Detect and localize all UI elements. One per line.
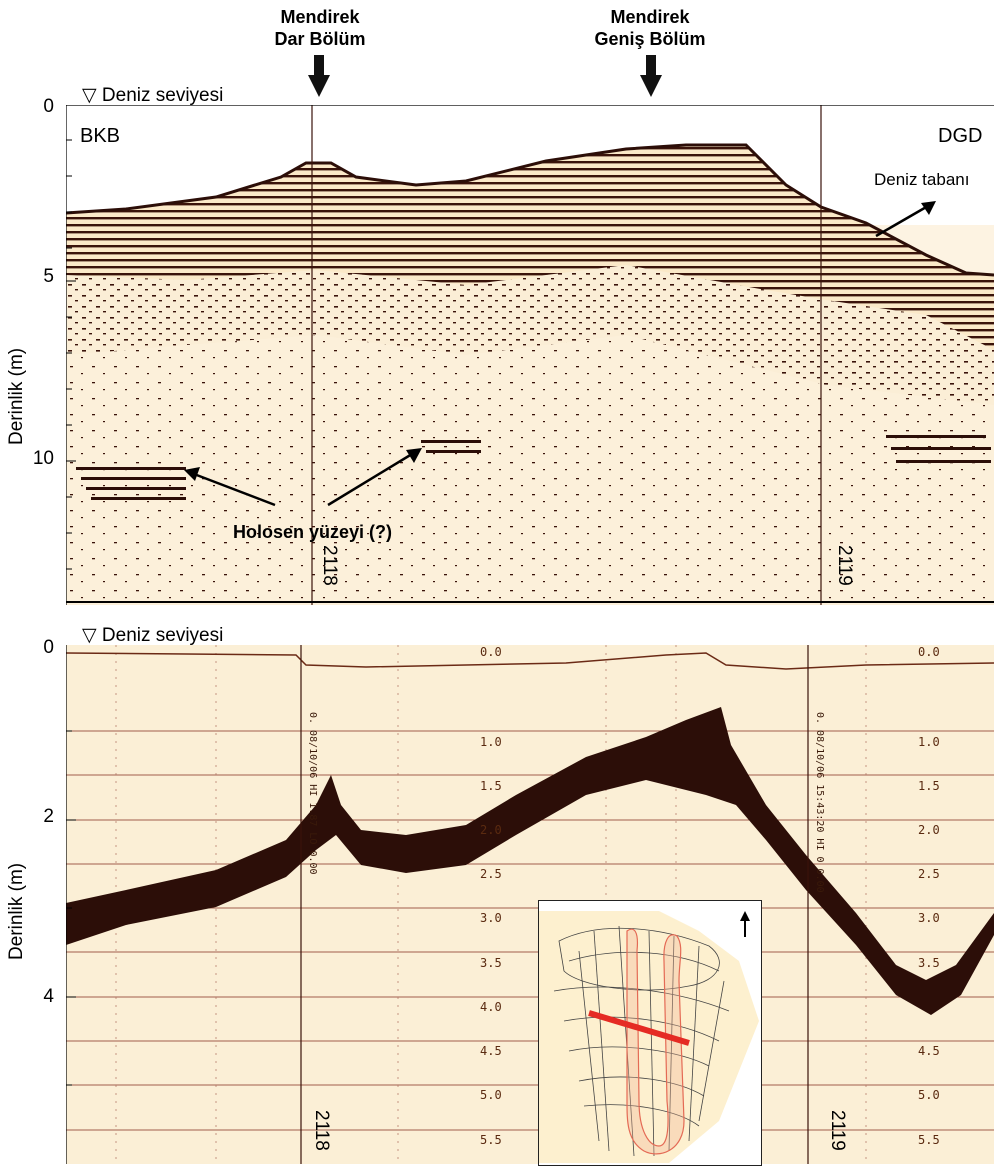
track-map-image bbox=[539, 911, 759, 1163]
bottom-echosounder-panel bbox=[66, 645, 994, 1164]
bottom-sea-level-text: Deniz seviyesi bbox=[101, 625, 224, 646]
top-y-tick-10: 10 bbox=[32, 448, 54, 469]
bottom-sea-level-label: ▽ Deniz seviyesi bbox=[82, 624, 223, 647]
bottom-y-tick-2: 2 bbox=[43, 806, 54, 827]
scale-label: 5.5 bbox=[918, 1133, 940, 1147]
echosounder-record-image bbox=[66, 645, 994, 1164]
scale-label: 4.0 bbox=[480, 1000, 502, 1014]
triangle-icon: ▽ bbox=[82, 85, 97, 106]
triangle-icon: ▽ bbox=[82, 625, 97, 646]
bottom-line-id-2118: 2118 bbox=[311, 1110, 332, 1151]
direction-right-label: DGD bbox=[938, 125, 983, 147]
scale-label: 4.5 bbox=[918, 1044, 940, 1058]
paper-text-left: 0. 08/10/06 HI 1.87 LO 0.00 bbox=[307, 712, 318, 875]
header-wide-section: Mendirek Geniş Bölüm bbox=[580, 6, 720, 50]
top-y-axis-label: Derinlik (m) bbox=[6, 347, 27, 445]
arrow-down-icon bbox=[308, 55, 330, 97]
scale-label: 1.0 bbox=[918, 735, 940, 749]
direction-left-label: BKB bbox=[80, 125, 121, 147]
bottom-line-id-2119: 2119 bbox=[827, 1110, 848, 1151]
north-arrow-icon bbox=[740, 911, 750, 937]
arrow-down-icon bbox=[640, 55, 662, 97]
scale-label: 5.0 bbox=[480, 1088, 502, 1102]
scale-label: 3.0 bbox=[918, 911, 940, 925]
top-y-tick-5: 5 bbox=[43, 266, 54, 287]
top-sea-level-text: Deniz seviyesi bbox=[101, 85, 224, 106]
scale-label: 3.0 bbox=[480, 911, 502, 925]
holocene-surface-label: Holosen yüzeyi (?) bbox=[233, 522, 393, 542]
bottom-y-tick-4: 4 bbox=[43, 986, 54, 1007]
bottom-y-axis-label: Derinlik (m) bbox=[6, 862, 27, 960]
inset-location-map bbox=[538, 900, 762, 1166]
scale-label: 5.0 bbox=[918, 1088, 940, 1102]
scale-label: 3.5 bbox=[480, 956, 502, 970]
top-seismic-panel bbox=[66, 105, 994, 605]
scale-label: 2.5 bbox=[480, 867, 502, 881]
scale-label: 1.5 bbox=[918, 779, 940, 793]
scale-label: 2.0 bbox=[918, 823, 940, 837]
header-narrow-line2: Dar Bölüm bbox=[274, 29, 366, 49]
header-narrow-section: Mendirek Dar Bölüm bbox=[255, 6, 385, 50]
scale-label: 2.5 bbox=[918, 867, 940, 881]
scale-label: 0.0 bbox=[480, 645, 502, 659]
seismic-profile-image bbox=[66, 105, 994, 605]
top-line-id-2119: 2119 bbox=[834, 545, 855, 586]
scale-label: 1.0 bbox=[480, 735, 502, 749]
scale-label: 4.5 bbox=[480, 1044, 502, 1058]
seabed-arrow-icon bbox=[875, 201, 936, 238]
scale-label: 0.0 bbox=[918, 645, 940, 659]
top-sea-level-label: ▽ Deniz seviyesi bbox=[82, 84, 223, 107]
header-narrow-line1: Mendirek bbox=[280, 7, 360, 27]
top-line-id-2118: 2118 bbox=[319, 545, 340, 586]
scale-label: 2.0 bbox=[480, 823, 502, 837]
top-y-tick-0: 0 bbox=[43, 96, 54, 117]
holocene-arrows-icon bbox=[184, 448, 422, 507]
seabed-label: Deniz tabanı bbox=[874, 170, 970, 189]
scale-label: 1.5 bbox=[480, 779, 502, 793]
bottom-y-tick-0: 0 bbox=[43, 637, 54, 658]
header-wide-line2: Geniş Bölüm bbox=[594, 29, 706, 49]
header-wide-line1: Mendirek bbox=[610, 7, 690, 27]
scale-label: 5.5 bbox=[480, 1133, 502, 1147]
paper-text-right: 0. 08/10/06 15:43:20 HI 0 0.00 bbox=[814, 712, 825, 893]
scale-label: 3.5 bbox=[918, 956, 940, 970]
